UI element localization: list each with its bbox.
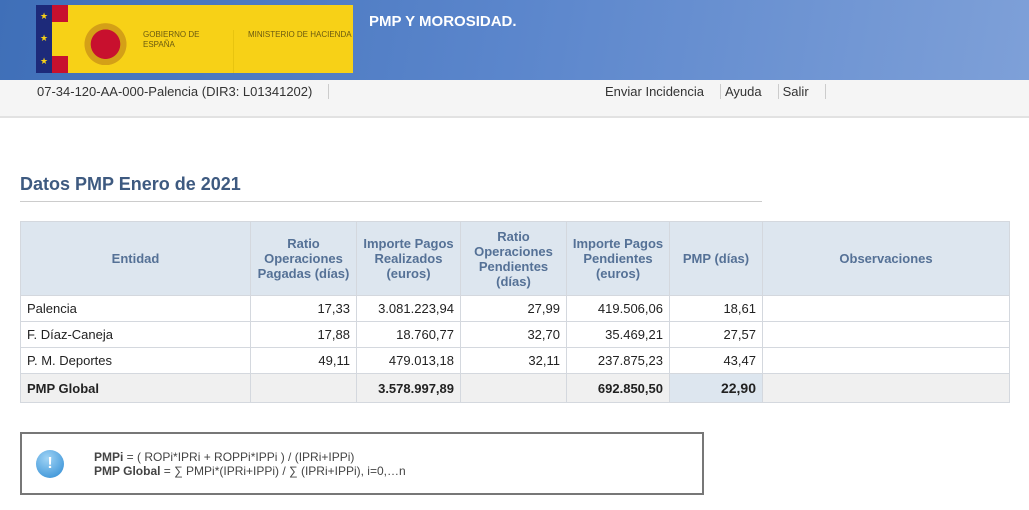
table-cell	[762, 347, 1010, 374]
table-cell: 3.578.997,89	[356, 373, 461, 403]
table-cell: P. M. Deportes	[20, 347, 251, 374]
sub-navbar: 07-34-120-AA-000-Palencia (DIR3: L013412…	[0, 80, 1029, 118]
coat-of-arms-icon	[78, 13, 133, 65]
logo-ministerio-text: MINISTERIO DE HACIENDA	[233, 30, 352, 73]
table-row: Palencia 17,33 3.081.223,94 27,99 419.506,06…	[20, 295, 1010, 322]
logo-gobierno-text: GOBIERNO DE ESPAÑA	[143, 30, 200, 49]
formula-global: = ∑ PMPi*(IPRi+IPPi) / ∑ (IPRi+IPPi), i=…	[160, 463, 406, 478]
formula-pmpi-label: PMPi	[94, 449, 124, 464]
table-cell: 43,47	[669, 347, 763, 374]
table-cell: 419.506,06	[566, 295, 670, 322]
table-cell: 18,61	[669, 295, 763, 322]
table-cell: PMP Global	[20, 373, 251, 403]
col-pmp: PMP (días)	[669, 221, 763, 296]
table-row: P. M. Deportes 49,11 479.013,18 32,11 237.87…	[20, 347, 1010, 374]
table-cell: F. Díaz-Caneja	[20, 321, 251, 348]
table-row: F. Díaz-Caneja 17,88 18.760,77 32,70 35.469,…	[20, 321, 1010, 348]
table-cell: 17,33	[250, 295, 357, 322]
formula-text: PMPi = ( ROPi*IPRi + ROPPi*IPPi ) / (IPR…	[94, 450, 406, 478]
table-cell: 479.013,18	[356, 347, 461, 374]
table-header-row: Entidad Ratio Operaciones Pagadas (días)…	[20, 221, 1010, 296]
table-cell	[762, 373, 1010, 403]
table-cell	[762, 295, 1010, 322]
table-cell: 27,57	[669, 321, 763, 348]
table-cell: 22,90	[669, 373, 763, 403]
eu-flag-icon: ★ ★ ★	[36, 5, 52, 73]
table-cell: 32,11	[460, 347, 567, 374]
table-cell	[460, 373, 567, 403]
table-cell	[762, 321, 1010, 348]
table-cell: 32,70	[460, 321, 567, 348]
salir-link[interactable]: Salir	[779, 84, 826, 99]
spain-flag-icon	[52, 5, 68, 73]
table-cell	[250, 373, 357, 403]
col-importe-realizados: Importe Pagos Realizados (euros)	[356, 221, 461, 296]
table-cell: 237.875,23	[566, 347, 670, 374]
col-observaciones: Observaciones	[762, 221, 1010, 296]
gobierno-logo: ★ ★ ★ GOBIERNO DE ESPAÑA MINISTERIO DE HAC…	[36, 5, 353, 73]
table-cell: 35.469,21	[566, 321, 670, 348]
col-ratio-pagadas: Ratio Operaciones Pagadas (días)	[250, 221, 357, 296]
table-cell: 17,88	[250, 321, 357, 348]
table-cell: 27,99	[460, 295, 567, 322]
enviar-incidencia-link[interactable]: Enviar Incidencia	[605, 84, 721, 99]
col-entidad: Entidad	[20, 221, 251, 296]
table-cell: 692.850,50	[566, 373, 670, 403]
app-title: PMP Y MOROSIDAD.	[369, 13, 517, 30]
top-links: Enviar Incidencia Ayuda Salir	[605, 84, 826, 99]
info-exclamation-icon: !	[36, 449, 64, 478]
table-cell: Palencia	[20, 295, 251, 322]
formula-info-box: ! PMPi = ( ROPi*IPRi + ROPPi*IPPi ) / (I…	[20, 432, 704, 495]
header-banner: ★ ★ ★ GOBIERNO DE ESPAÑA MINISTERIO DE HAC…	[0, 0, 1029, 80]
table-cell: 49,11	[250, 347, 357, 374]
total-row: PMP Global 3.578.997,89 692.850,50 22,90	[20, 373, 1010, 403]
col-ratio-pendientes: Ratio Operaciones Pendientes (días)	[460, 221, 567, 296]
table-cell: 3.081.223,94	[356, 295, 461, 322]
ayuda-link[interactable]: Ayuda	[721, 84, 779, 99]
formula-pmpi: = ( ROPi*IPRi + ROPPi*IPPi ) / (IPRi+IPP…	[123, 449, 355, 464]
table-cell: 18.760,77	[356, 321, 461, 348]
entity-label: 07-34-120-AA-000-Palencia (DIR3: L013412…	[37, 84, 330, 99]
formula-global-label: PMP Global	[94, 463, 161, 478]
page-title: Datos PMP Enero de 2021	[20, 174, 762, 202]
pmp-table: Entidad Ratio Operaciones Pagadas (días)…	[20, 221, 1010, 403]
col-importe-pendientes: Importe Pagos Pendientes (euros)	[566, 221, 670, 296]
